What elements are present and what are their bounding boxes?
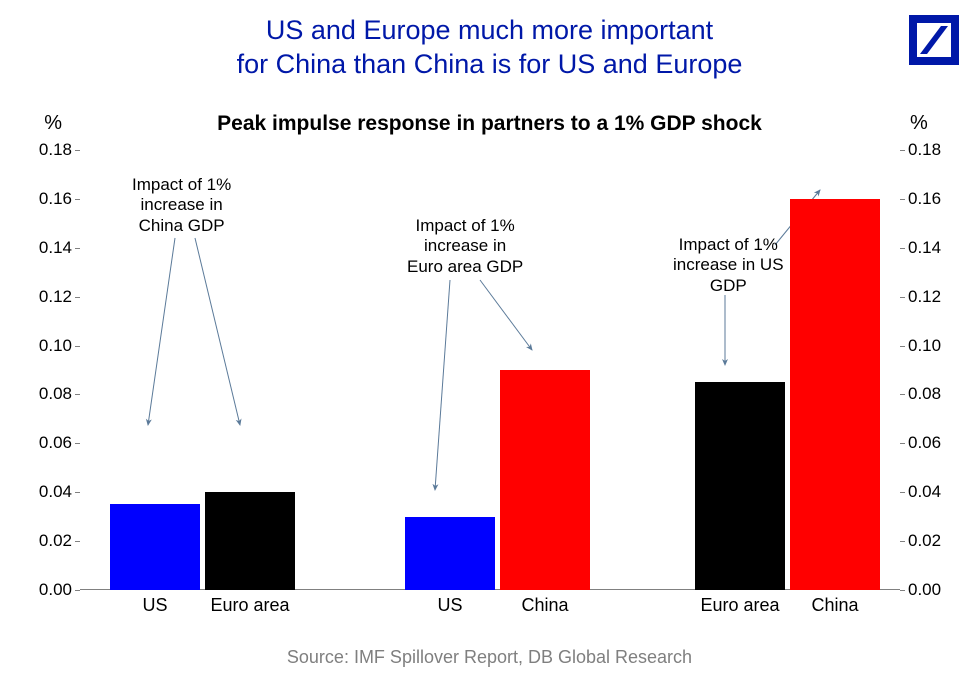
bar bbox=[405, 517, 495, 590]
y-tick-right bbox=[900, 248, 905, 249]
y-label-right: 0.14 bbox=[908, 238, 941, 258]
title-line-1: US and Europe much more important bbox=[266, 15, 713, 45]
x-label: Euro area bbox=[210, 595, 289, 616]
y-tick-left bbox=[75, 443, 80, 444]
y-tick-right bbox=[900, 492, 905, 493]
y-tick-right bbox=[900, 590, 905, 591]
y-label-right: 0.10 bbox=[908, 336, 941, 356]
y-tick-left bbox=[75, 297, 80, 298]
title-line-2: for China than China is for US and Europ… bbox=[237, 49, 743, 79]
y-tick-right bbox=[900, 150, 905, 151]
y-tick-left bbox=[75, 248, 80, 249]
annotation-text: Impact of 1%increase inEuro area GDP bbox=[407, 216, 523, 277]
deutsche-bank-logo-icon bbox=[909, 15, 959, 65]
x-label: Euro area bbox=[700, 595, 779, 616]
y-label-right: 0.08 bbox=[908, 384, 941, 404]
arrow-line bbox=[435, 280, 450, 490]
y-label-right: 0.04 bbox=[908, 482, 941, 502]
y-label-right: 0.00 bbox=[908, 580, 941, 600]
y-label-left: 0.06 bbox=[39, 433, 72, 453]
y-axis-unit-right: % bbox=[910, 112, 928, 135]
arrow-line bbox=[195, 238, 240, 425]
y-tick-left bbox=[75, 346, 80, 347]
y-tick-left bbox=[75, 492, 80, 493]
y-label-left: 0.02 bbox=[39, 531, 72, 551]
y-tick-right bbox=[900, 297, 905, 298]
bar bbox=[205, 492, 295, 590]
chart-container: US and Europe much more important for Ch… bbox=[0, 0, 979, 680]
y-label-left: 0.18 bbox=[39, 140, 72, 160]
y-tick-right bbox=[900, 541, 905, 542]
y-tick-right bbox=[900, 199, 905, 200]
y-tick-right bbox=[900, 346, 905, 347]
bar bbox=[500, 370, 590, 590]
y-label-right: 0.06 bbox=[908, 433, 941, 453]
x-label: China bbox=[811, 595, 858, 616]
x-label: China bbox=[521, 595, 568, 616]
annotation-text: Impact of 1%increase inChina GDP bbox=[132, 175, 231, 236]
y-tick-left bbox=[75, 394, 80, 395]
y-label-left: 0.04 bbox=[39, 482, 72, 502]
y-label-right: 0.16 bbox=[908, 189, 941, 209]
x-label: US bbox=[437, 595, 462, 616]
y-label-left: 0.10 bbox=[39, 336, 72, 356]
arrow-line bbox=[148, 238, 175, 425]
y-axis-unit-left: % bbox=[44, 112, 62, 135]
chart-subtitle: Peak impulse response in partners to a 1… bbox=[0, 112, 979, 136]
y-tick-right bbox=[900, 394, 905, 395]
y-tick-left bbox=[75, 590, 80, 591]
y-tick-left bbox=[75, 541, 80, 542]
x-label: US bbox=[142, 595, 167, 616]
bar bbox=[695, 382, 785, 590]
plot-area: % % 0.000.000.020.020.040.040.060.060.08… bbox=[80, 150, 900, 590]
y-label-right: 0.12 bbox=[908, 287, 941, 307]
y-label-right: 0.18 bbox=[908, 140, 941, 160]
bar bbox=[110, 504, 200, 590]
arrow-line bbox=[480, 280, 532, 350]
annotation-text: Impact of 1%increase in USGDP bbox=[673, 235, 784, 296]
y-tick-left bbox=[75, 199, 80, 200]
y-tick-left bbox=[75, 150, 80, 151]
y-label-right: 0.02 bbox=[908, 531, 941, 551]
y-tick-right bbox=[900, 443, 905, 444]
main-title: US and Europe much more important for Ch… bbox=[0, 14, 979, 82]
y-label-left: 0.00 bbox=[39, 580, 72, 600]
y-label-left: 0.08 bbox=[39, 384, 72, 404]
y-label-left: 0.16 bbox=[39, 189, 72, 209]
y-label-left: 0.12 bbox=[39, 287, 72, 307]
y-label-left: 0.14 bbox=[39, 238, 72, 258]
bar bbox=[790, 199, 880, 590]
source-text: Source: IMF Spillover Report, DB Global … bbox=[0, 647, 979, 668]
